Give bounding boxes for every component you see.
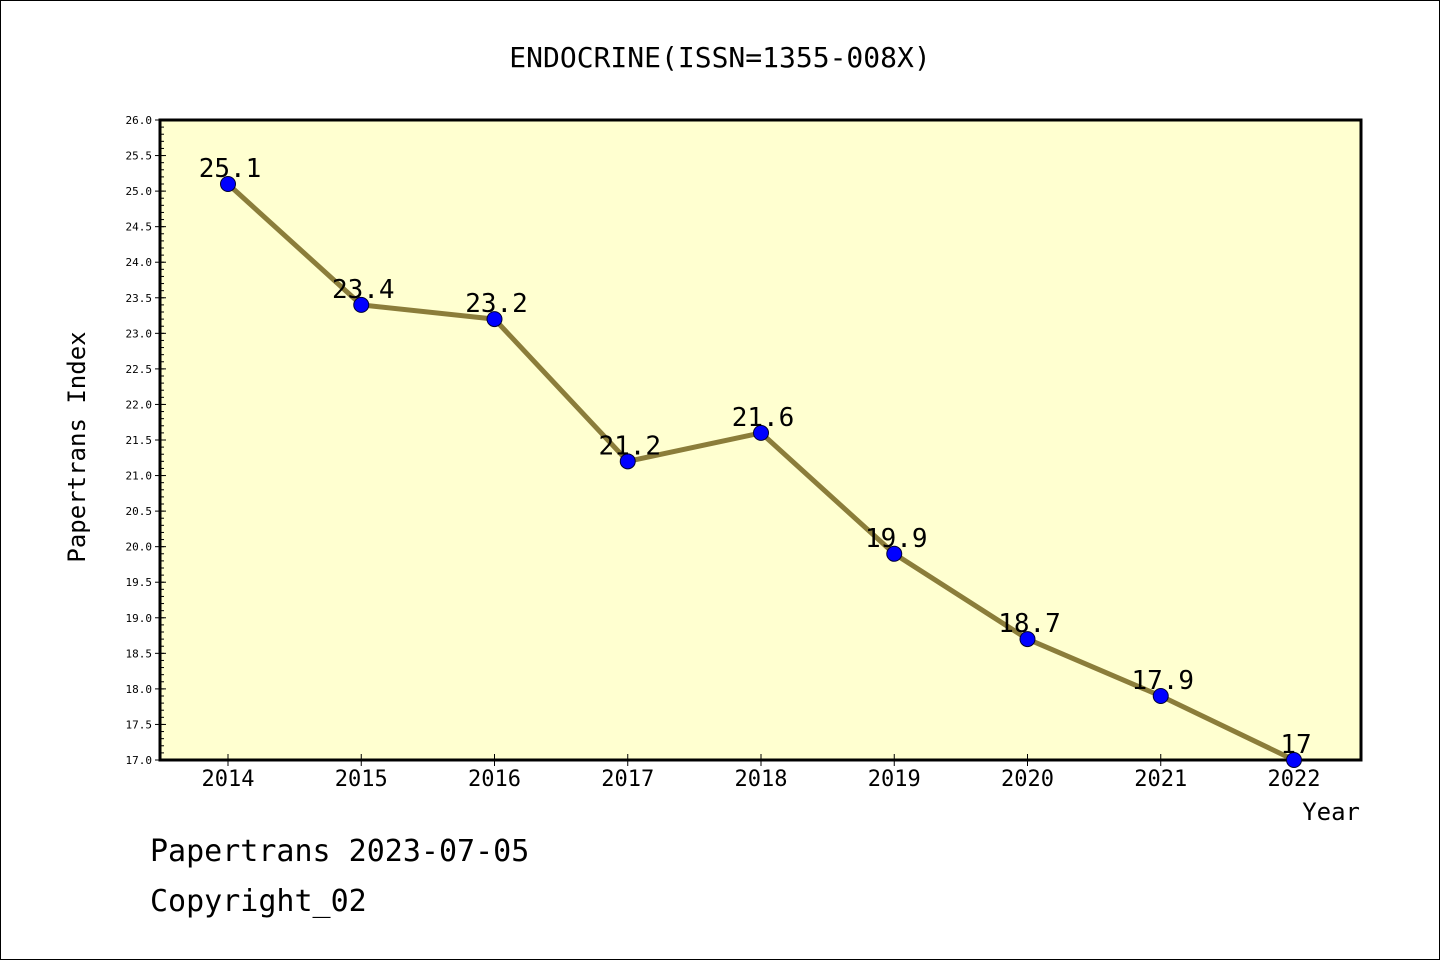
y-tick-label: 17.0 [126,754,153,767]
data-label: 17.9 [1131,666,1194,696]
data-label: 21.2 [598,431,661,461]
y-tick-label: 23.5 [126,292,153,305]
data-label: 17 [1280,730,1311,760]
data-point [1019,631,1036,648]
y-tick-label: 24.0 [126,256,153,269]
y-tick-label: 22.5 [126,363,153,376]
y-tick-label: 19.5 [126,576,153,589]
y-axis-label: Papertrans Index [63,331,91,562]
y-tick-label: 23.0 [126,327,153,340]
y-tick-label: 18.0 [126,683,153,696]
x-tick-label: 2020 [1001,767,1054,792]
y-tick-label: 25.0 [126,185,153,198]
y-tick-label: 24.5 [126,221,153,234]
y-tick-label: 25.5 [126,150,153,163]
y-tick-label: 21.0 [126,470,153,483]
x-tick-label: 2021 [1134,767,1187,792]
data-label: 23.2 [465,289,528,319]
y-axis-ticks: 17.0 17.5 18.0 18.5 19.0 19.5 20.0 20.5 21.0 21.5… [126,114,166,767]
x-tick-label: 2014 [202,767,255,792]
data-point [220,176,236,192]
data-point [619,453,636,470]
y-tick-label: 20.5 [126,505,153,518]
data-label: 23.4 [332,275,395,305]
data-label: 18.7 [998,609,1061,639]
data-point [1286,752,1302,768]
x-axis-ticks: 2014 2015 2016 2017 2018 2019 2020 2021 2022 [202,754,1321,792]
footer-copyright-text: Copyright_02 [150,884,367,919]
data-point [753,424,769,441]
x-tick-label: 2022 [1268,767,1321,792]
data-label: 25.1 [199,154,262,184]
y-tick-label: 20.0 [126,541,153,554]
y-tick-label: 26.0 [126,114,153,127]
y-tick-label: 19.0 [126,612,153,625]
data-point [1152,688,1169,704]
data-label: 19.9 [865,524,928,554]
x-tick-label: 2018 [735,767,788,792]
y-tick-label: 22.0 [126,398,153,411]
x-axis-label: Year [1302,798,1360,826]
x-tick-label: 2015 [335,767,388,792]
data-point [486,311,503,328]
chart-title: ENDOCRINE(ISSN=1355-008X) [509,41,930,74]
x-tick-label: 2017 [601,767,654,792]
y-tick-label: 18.5 [126,647,153,660]
x-tick-label: 2019 [868,767,921,792]
y-tick-label: 17.5 [126,718,153,731]
footer-date-text: Papertrans 2023-07-05 [150,834,530,869]
data-point [353,296,370,313]
data-point [886,545,903,562]
x-tick-label: 2016 [468,767,521,792]
y-tick-label: 21.5 [126,434,153,447]
data-label: 21.6 [732,403,795,433]
series-layer: 25.1 23.4 23.2 21.2 21.6 19.9 18.7 17.9 17 [199,154,1312,768]
